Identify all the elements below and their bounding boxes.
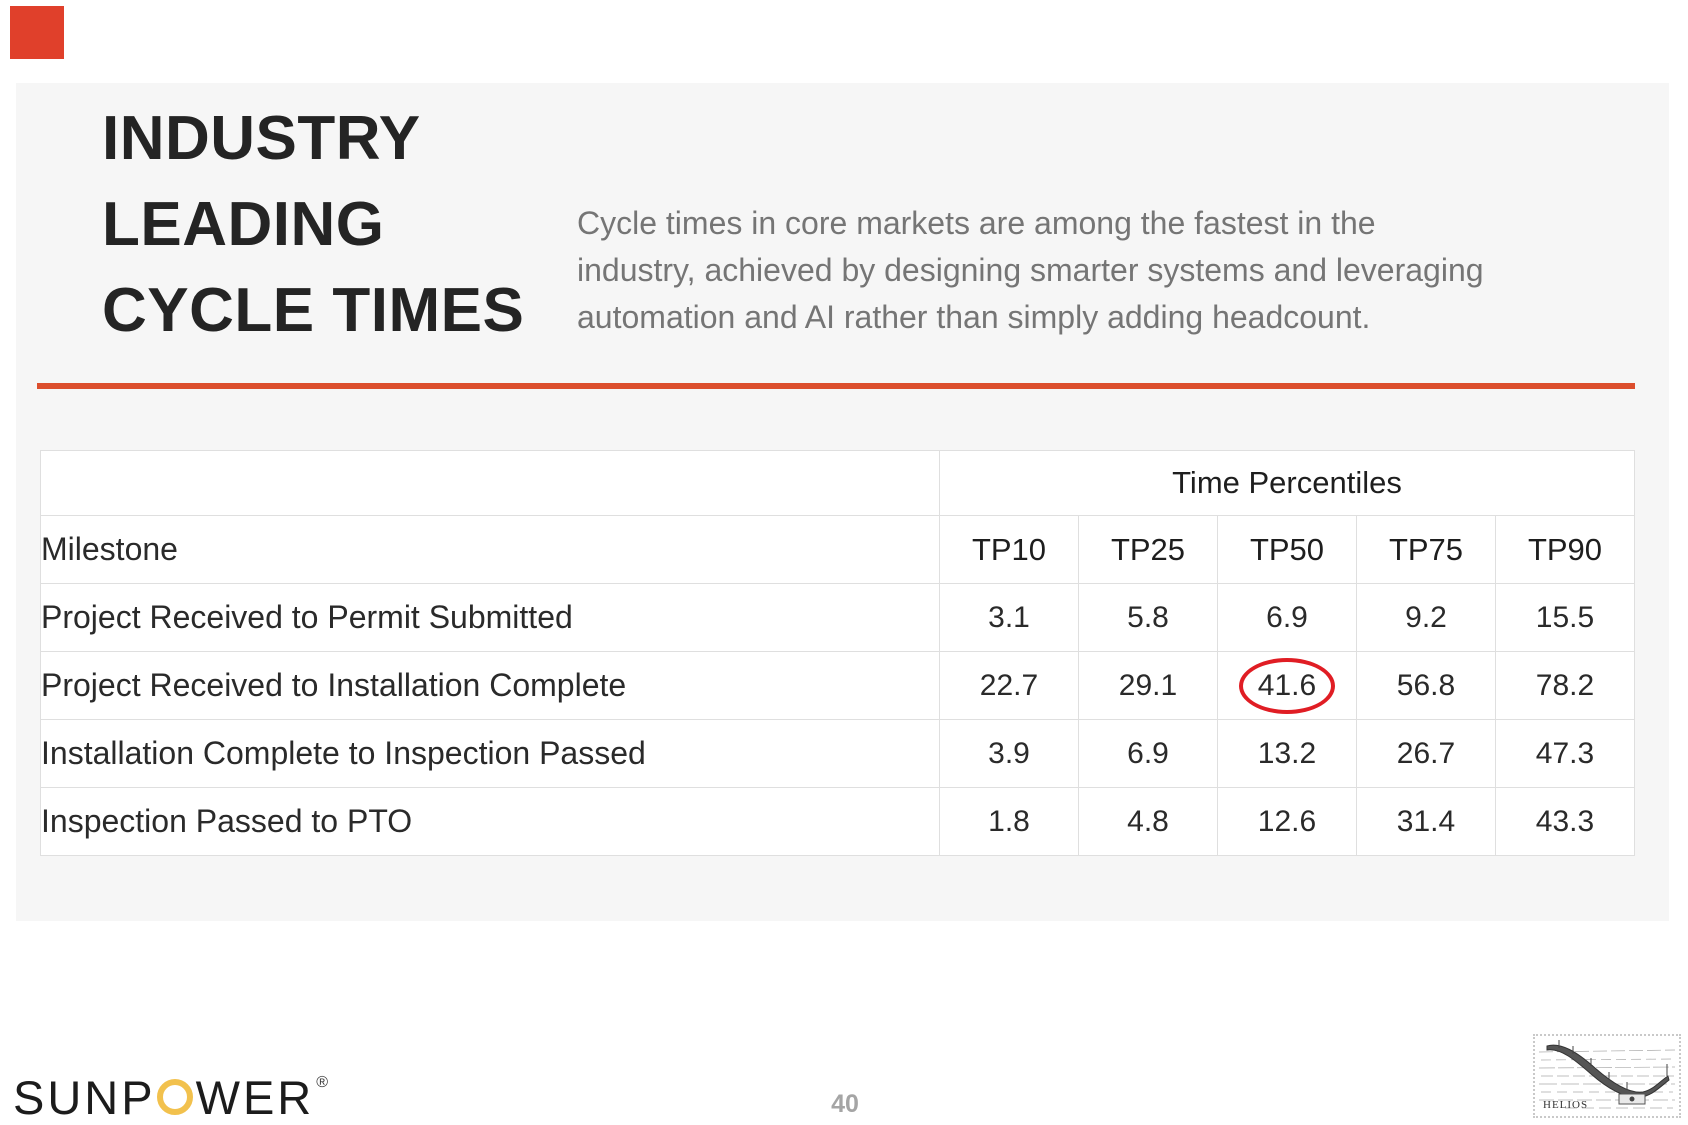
registered-mark: ® [316, 1074, 329, 1091]
table-row: Project Received to Permit Submitted 3.1… [40, 583, 1635, 652]
column-header-milestone: Milestone [40, 515, 940, 584]
sun-ring-icon [156, 1079, 193, 1115]
value-cell: 12.6 [1217, 787, 1357, 856]
subtitle-line-2: industry, achieved by designing smarter … [577, 252, 1484, 288]
milestone-cell: Inspection Passed to PTO [40, 787, 940, 856]
title-line-3: CYCLE TIMES [102, 276, 525, 345]
value-cell: 22.7 [939, 651, 1079, 720]
column-header-tp90: TP90 [1495, 515, 1635, 584]
table-header-row: Milestone TP10 TP25 TP50 TP75 TP90 [40, 515, 1635, 584]
logo-text-left: SUNP [13, 1070, 156, 1124]
value-cell: 56.8 [1356, 651, 1496, 720]
value-cell: 6.9 [1078, 719, 1218, 788]
value-cell: 1.8 [939, 787, 1079, 856]
value-cell: 26.7 [1356, 719, 1496, 788]
table-row: Installation Complete to Inspection Pass… [40, 719, 1635, 788]
page-number: 40 [831, 1090, 859, 1118]
value-cell: 29.1 [1078, 651, 1218, 720]
sunpower-logo: SUNP WER ® [13, 1070, 329, 1124]
accent-square [10, 6, 64, 59]
table-row: Inspection Passed to PTO 1.8 4.8 12.6 31… [40, 787, 1635, 856]
helios-aircraft-illustration: HELIOS [1538, 1040, 1676, 1111]
group-header-cell: Time Percentiles [939, 450, 1635, 516]
helios-stamp: HELIOS [1533, 1034, 1681, 1118]
column-header-tp75: TP75 [1356, 515, 1496, 584]
milestone-cell: Project Received to Permit Submitted [40, 583, 940, 652]
highlighted-value-cell: 41.6 [1217, 651, 1357, 720]
milestone-cell: Project Received to Installation Complet… [40, 651, 940, 720]
table-group-header-row: Time Percentiles [40, 450, 1635, 516]
milestone-cell: Installation Complete to Inspection Pass… [40, 719, 940, 788]
value-cell: 78.2 [1495, 651, 1635, 720]
value-cell: 6.9 [1217, 583, 1357, 652]
logo-text-right: WER [195, 1070, 315, 1124]
red-divider [37, 383, 1635, 389]
value-cell: 13.2 [1217, 719, 1357, 788]
value-cell: 3.9 [939, 719, 1079, 788]
title-line-2: LEADING [102, 190, 385, 259]
highlighted-value: 41.6 [1257, 668, 1317, 702]
value-cell: 4.8 [1078, 787, 1218, 856]
value-cell: 3.1 [939, 583, 1079, 652]
column-header-tp25: TP25 [1078, 515, 1218, 584]
page-title: INDUSTRY LEADING CYCLE TIMES [102, 96, 524, 354]
empty-corner-cell [40, 450, 940, 516]
value-cell: 47.3 [1495, 719, 1635, 788]
svg-text:HELIOS: HELIOS [1543, 1099, 1588, 1111]
value-cell: 5.8 [1078, 583, 1218, 652]
subtitle-line-3: automation and AI rather than simply add… [577, 299, 1371, 335]
title-line-1: INDUSTRY [102, 104, 421, 173]
table-row: Project Received to Installation Complet… [40, 651, 1635, 720]
cycle-times-table: Time Percentiles Milestone TP10 TP25 TP5… [40, 450, 1635, 856]
subtitle-text: Cycle times in core markets are among th… [577, 200, 1484, 341]
value-cell: 15.5 [1495, 583, 1635, 652]
subtitle-line-1: Cycle times in core markets are among th… [577, 205, 1376, 241]
value-cell: 31.4 [1356, 787, 1496, 856]
column-header-tp10: TP10 [939, 515, 1079, 584]
value-cell: 43.3 [1495, 787, 1635, 856]
column-header-tp50: TP50 [1217, 515, 1357, 584]
value-cell: 9.2 [1356, 583, 1496, 652]
